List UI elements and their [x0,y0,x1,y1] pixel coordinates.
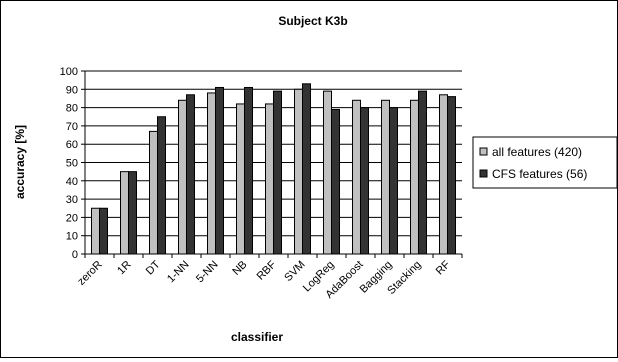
bars [91,83,456,255]
y-tick-label: 0 [72,249,78,261]
x-axis-title: classifier [231,330,283,344]
x-tick-label: RF [434,258,453,277]
bar-all-features-nb [236,103,245,255]
chart-title: Subject K3b [278,14,347,28]
y-tick-label: 60 [66,139,78,151]
bar-all-features-dt [149,130,158,255]
bar-all-features-rbf [265,103,274,255]
bar-cfs-features-nb [244,86,253,255]
bar-cfs-features-stacking [418,90,427,255]
y-tick-label: 10 [66,231,78,243]
legend-label-cfs-features: CFS features (56) [492,167,587,181]
y-axis-title: accuracy [%] [13,125,27,199]
x-tick-labels: zeroR 1R DT 1-NN 5-NN NB RBF SVMLogRegAdaBoostB… [75,254,463,301]
bar-all-features-5-nn [207,92,216,255]
legend-swatch-cfs-features [479,169,488,178]
y-tick-label: 30 [66,194,78,206]
bar-cfs-features-1-nn [186,94,195,255]
bar-all-features-svm [294,88,303,255]
y-tick-labels: 0 10 20 30 40 50 60 70 80 90 100 [60,66,85,261]
x-tick-label: 1-NN [165,259,192,286]
legend-swatch-all-features [479,147,488,156]
x-tick-label: NB [230,259,249,278]
bar-cfs-features-rf [447,96,456,255]
x-tick-label: RBF [255,258,279,282]
bar-all-features-stacking [410,99,419,255]
bar-cfs-features-logreg [331,108,340,255]
bar-cfs-features-zeror [99,207,108,255]
y-tick-label: 70 [66,121,78,133]
x-tick-label: 1R [115,259,133,277]
x-tick-label: zeroR [75,259,104,288]
bar-all-features-bagging [381,99,390,255]
y-tick-label: 90 [66,84,78,96]
x-tick-label: 5-NN [194,259,221,286]
bar-all-features-1-nn [178,99,187,255]
x-tick-label: DT [144,258,163,277]
y-tick-label: 80 [66,103,78,115]
bar-all-features-1r [120,171,129,255]
y-tick-label: 100 [60,66,78,78]
bar-all-features-adaboost [352,99,361,255]
legend-box [472,136,618,189]
bar-cfs-features-1r [128,171,137,255]
bar-cfs-features-svm [302,83,311,255]
bar-all-features-rf [439,94,448,255]
bar-all-features-zeror [91,207,100,255]
bar-cfs-features-5-nn [215,86,224,255]
legend: all features (420) CFS features (56) [472,136,618,189]
bar-cfs-features-bagging [389,107,398,255]
bar-all-features-logreg [323,90,332,255]
legend-label-all-features: all features (420) [492,145,582,159]
bar-cfs-features-rbf [273,90,282,255]
bar-cfs-features-dt [157,116,166,255]
y-tick-label: 50 [66,158,78,170]
y-tick-label: 20 [66,212,78,224]
x-tick-label: SVM [282,259,307,284]
bar-cfs-features-adaboost [360,107,369,255]
y-tick-label: 40 [66,176,78,188]
